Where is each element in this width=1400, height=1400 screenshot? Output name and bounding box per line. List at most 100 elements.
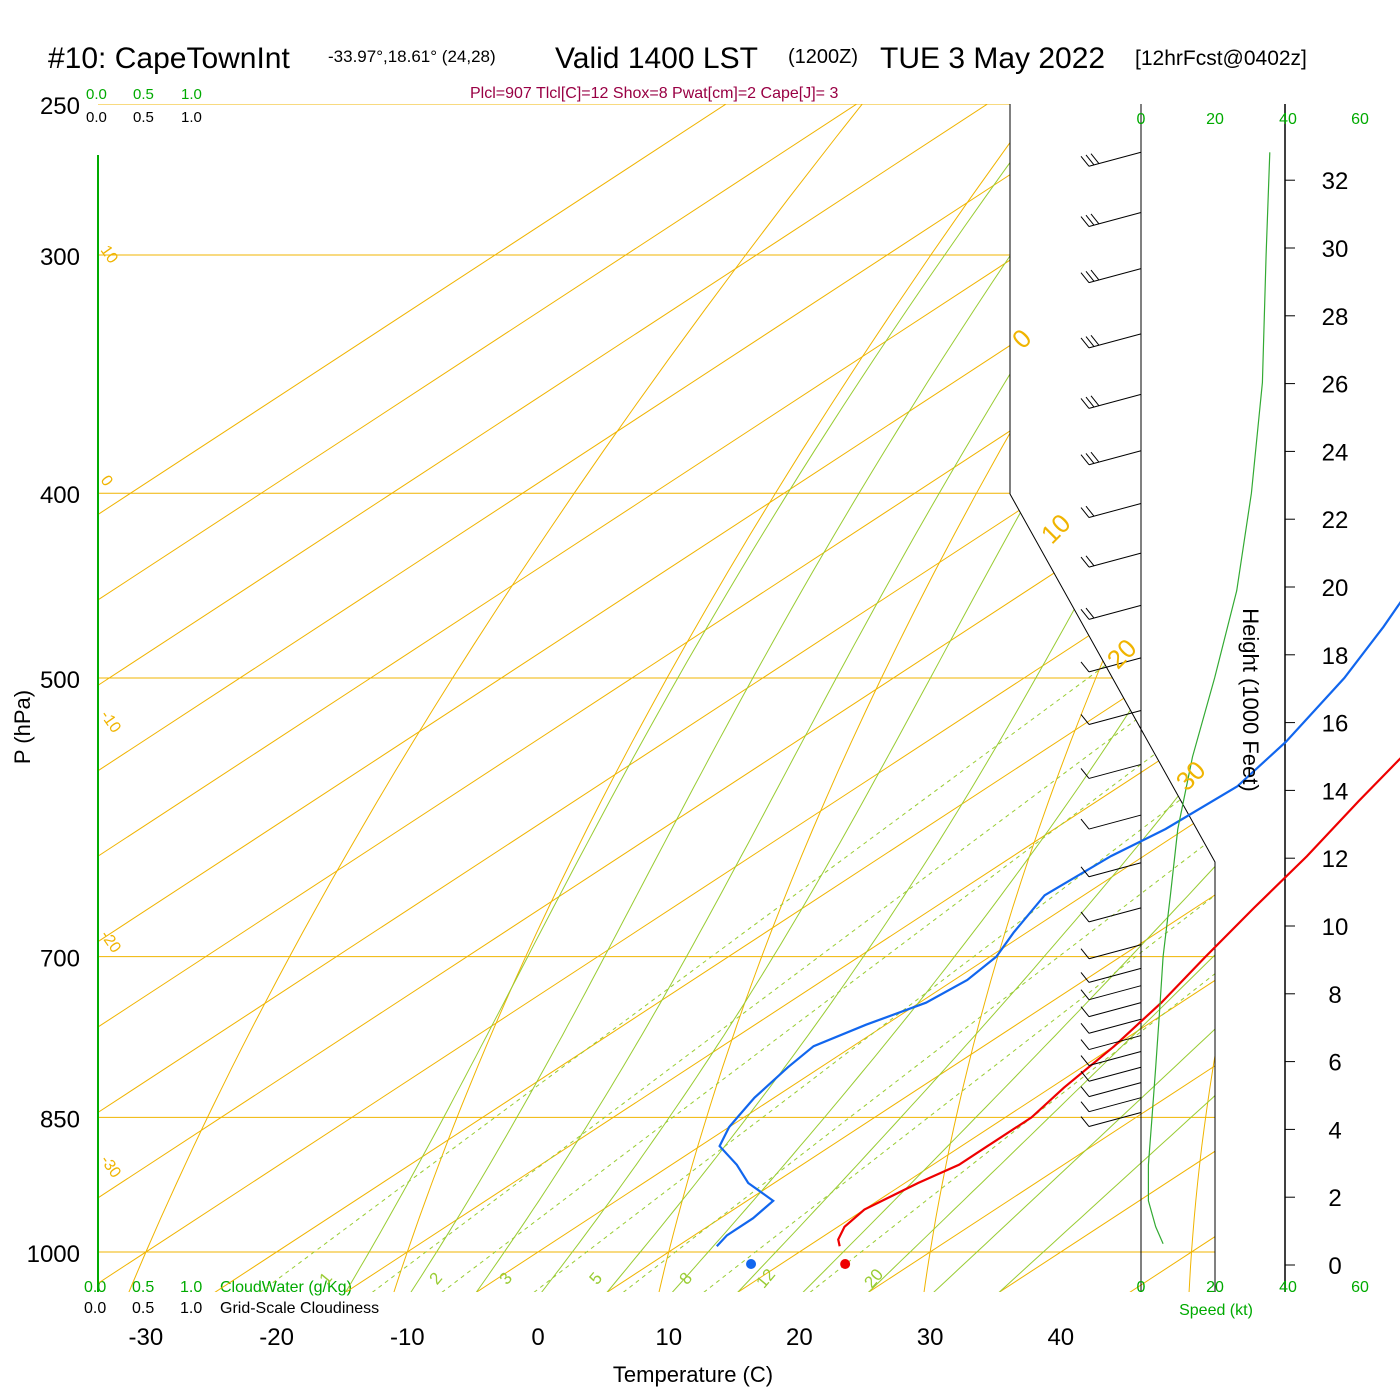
- isotherm-label: 10: [97, 243, 121, 267]
- wind-barb-shaft: [1088, 967, 1142, 983]
- wind-barb-flag: [1080, 989, 1090, 1001]
- isotherm-line: [286, 104, 1215, 1292]
- wind-barb-shaft: [1088, 552, 1142, 568]
- wind-barb-shaft: [1088, 1066, 1142, 1082]
- surface-temperature-marker: [840, 1259, 851, 1269]
- wind-barb-flag: [1085, 271, 1095, 282]
- wind-barb-flag: [1090, 153, 1100, 164]
- moist-adiabat: [802, 104, 1215, 1292]
- cloud-top-green-2: 1.0: [181, 86, 202, 103]
- mixing-ratio-line: [703, 492, 1215, 1292]
- wind-barb: [1080, 1082, 1142, 1098]
- wind-barb: [1080, 1097, 1142, 1113]
- wind-barb-flag: [1080, 714, 1090, 725]
- wind-barb: [1080, 333, 1142, 349]
- isotherm-label-right: 30: [1170, 755, 1212, 797]
- wind-barb-flag: [1090, 395, 1100, 407]
- cloud-bottom-green-1: 0.5: [132, 1279, 154, 1296]
- wind-barb-flag: [1080, 866, 1090, 878]
- wind-barb-flag: [1080, 556, 1090, 568]
- dewpoint-profile: [715, 600, 1400, 1247]
- speed-top-60: 60: [1351, 111, 1369, 128]
- cloud-scale-top: 0.0 0.5 1.0 0.0 0.5 1.0: [86, 86, 202, 126]
- forecast-label: [12hrFcst@0402z]: [1135, 47, 1307, 70]
- wind-barb-flag: [1085, 396, 1095, 408]
- isotherm-label: -20: [97, 928, 124, 957]
- wind-barb-flag: [1080, 661, 1090, 673]
- plot-frame-right: [1009, 104, 1216, 1292]
- wind-barb-shaft: [1088, 604, 1142, 620]
- frame-layer: [97, 104, 1286, 1292]
- wind-barb-flag: [1080, 818, 1090, 830]
- wind-barb-flag: [1080, 454, 1090, 466]
- temperature-tick-label: 40: [1047, 1324, 1074, 1351]
- wind-barb-shaft: [1088, 1035, 1142, 1051]
- speed-scale: 0 20 40 60 0 20 40 60 Speed (kt): [1137, 111, 1369, 1319]
- wind-barb-flag: [1080, 272, 1090, 283]
- wind-speed-profile: [1147, 152, 1271, 1244]
- profile-layer: [715, 152, 1400, 1269]
- wind-barb: [1080, 967, 1142, 983]
- moist-adiabat: [541, 104, 1215, 1292]
- isotherm-line: [98, 104, 779, 1292]
- height-tick-label: 28: [1322, 304, 1349, 331]
- isotherm-line: [98, 104, 1215, 1292]
- height-tick-label: 8: [1328, 982, 1341, 1009]
- wind-barb-flag: [1080, 1101, 1090, 1113]
- mixing-ratio-line: [533, 492, 1215, 1292]
- wind-barb-flag: [1080, 398, 1090, 409]
- isotherm-label: -10: [97, 708, 124, 737]
- wind-barb-shaft: [1088, 944, 1142, 960]
- wind-barb: [1080, 393, 1142, 409]
- mixing-ratio-line: [622, 492, 1215, 1292]
- wind-barb: [1080, 1112, 1142, 1128]
- wind-barb: [1080, 1018, 1142, 1034]
- wind-barb: [1080, 709, 1142, 725]
- wind-barb-shaft: [1088, 450, 1142, 466]
- height-tick-label: 0: [1328, 1253, 1341, 1280]
- isotherm-line: [98, 104, 1215, 1292]
- wind-barb: [1080, 657, 1142, 673]
- cloud-bottom-black-1: 0.5: [132, 1300, 154, 1317]
- mixing-ratio-line: [259, 492, 1215, 1292]
- moist-adiabat: [671, 104, 1215, 1292]
- zulu-time: (1200Z): [788, 46, 858, 68]
- cloudwater-label: CloudWater (g/Kg): [220, 1279, 352, 1296]
- temperature-tick-label: 20: [786, 1324, 813, 1351]
- dry-adiabat: [112, 104, 890, 1292]
- wind-barb: [1080, 763, 1142, 779]
- speed-bottom-20: 20: [1206, 1279, 1224, 1296]
- dry-adiabat: [649, 104, 1215, 1292]
- height-tick-label: 16: [1322, 711, 1349, 738]
- wind-barb-flag: [1080, 609, 1090, 620]
- cloud-bottom-black-0: 0.0: [84, 1300, 106, 1317]
- speed-bottom-60: 60: [1351, 1279, 1369, 1296]
- height-tick-label: 30: [1322, 236, 1349, 263]
- mixing-ratio-line: [809, 492, 1215, 1292]
- height-tick-label: 12: [1322, 846, 1349, 873]
- moist-adiabat: [475, 104, 1187, 1292]
- dry-adiabat: [381, 104, 1064, 1292]
- speed-top-20: 20: [1206, 111, 1224, 128]
- isotherm-line: [98, 104, 1215, 1292]
- wind-barb-flag: [1085, 555, 1095, 567]
- speed-top-40: 40: [1279, 111, 1297, 128]
- wind-barb-flag: [1085, 154, 1095, 166]
- moist-adiabat: [410, 104, 1116, 1292]
- wind-barb: [1080, 1002, 1142, 1018]
- isotherm-line: [809, 104, 1215, 1292]
- height-tick-label: 26: [1322, 372, 1349, 399]
- wind-barb: [1080, 151, 1142, 167]
- temperature-profile: [837, 757, 1400, 1247]
- isotherm-label-right: 0: [1006, 323, 1037, 354]
- wind-barb-shaft: [1088, 1002, 1142, 1018]
- wind-barb-shaft: [1088, 1018, 1142, 1034]
- isotherm-line: [547, 104, 1215, 1292]
- isotherm-label-right: 10: [1035, 508, 1077, 550]
- isotherm-line: [155, 104, 1215, 1292]
- wind-barb-flag: [1085, 505, 1095, 517]
- wind-barb-flag: [1080, 911, 1090, 923]
- isotherm-line: [1201, 104, 1215, 1292]
- wind-barb: [1080, 944, 1142, 960]
